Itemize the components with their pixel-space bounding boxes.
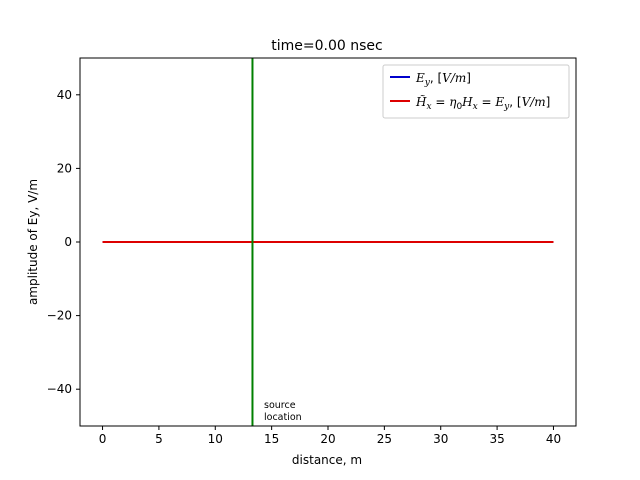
y-axis-label: amplitude of Ey, V/m (26, 179, 40, 305)
x-tick-label-10: 10 (208, 432, 223, 446)
y-tick-label-20: 20 (57, 161, 72, 175)
legend: Ey, [V/m] H̃x = η0Hx = Ey, [V/m] (382, 64, 570, 119)
x-tick-label-30: 30 (433, 432, 448, 446)
y-tick-label--40: −40 (47, 382, 72, 396)
legend-label-hx: H̃x = η0Hx = Ey, [V/m] (415, 94, 550, 112)
source-label-line1: source (264, 400, 296, 411)
y-tick-label-40: 40 (57, 88, 72, 102)
x-tick-label-35: 35 (489, 432, 504, 446)
plot-area: 0 5 10 15 20 25 30 35 40 −40 −20 0 20 40 (47, 57, 577, 446)
x-tick-label-15: 15 (264, 432, 279, 446)
x-tick-label-20: 20 (320, 432, 335, 446)
x-tick-label-5: 5 (155, 432, 163, 446)
y-tick-label-0: 0 (64, 235, 72, 249)
x-tick-label-25: 25 (377, 432, 392, 446)
x-tick-label-40: 40 (546, 432, 561, 446)
legend-frame (382, 64, 570, 119)
x-tick-label-0: 0 (99, 432, 107, 446)
source-label-line2: location (264, 412, 302, 423)
legend-label-ey: Ey, [V/m] (415, 71, 471, 88)
chart-title: time=0.00 nsec (271, 38, 382, 54)
x-axis-label: distance, m (292, 453, 362, 467)
y-tick-label--20: −20 (47, 309, 72, 323)
